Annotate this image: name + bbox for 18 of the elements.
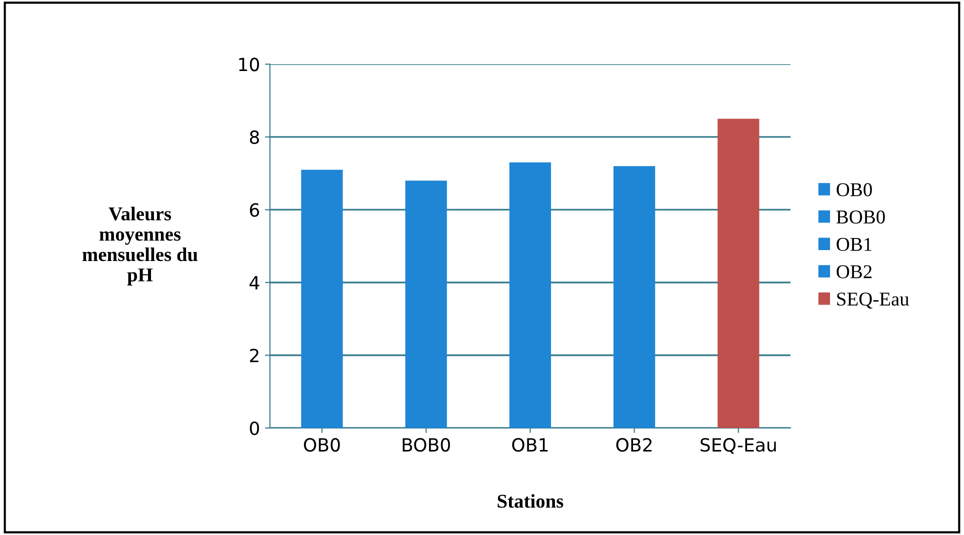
legend-label: OB1: [836, 238, 872, 251]
legend-label: OB2: [836, 265, 872, 278]
legend-label: OB0: [836, 183, 872, 196]
x-tick-label: OB1: [512, 438, 548, 452]
y-tick-label: 8: [250, 130, 259, 144]
x-tick-label: OB0: [304, 438, 340, 452]
legend-label: SEQ-Eau: [837, 292, 909, 309]
x-tick-label: BOB0: [402, 438, 450, 452]
y-tick-label: 2: [250, 348, 258, 362]
x-axis-title: Stations: [498, 494, 564, 508]
x-tick-label: OB2: [616, 438, 652, 452]
legend-label: BOB0: [836, 210, 885, 224]
y-tick-label: 6: [250, 203, 260, 217]
x-tick-label: SEQ-Eau: [700, 438, 776, 454]
y-axis-title: Valeurs moyennes mensuelles du pH: [82, 206, 198, 286]
y-tick-label: 4: [250, 276, 260, 290]
y-tick-label: 0: [250, 421, 259, 436]
y-tick-label: 10: [239, 58, 259, 72]
